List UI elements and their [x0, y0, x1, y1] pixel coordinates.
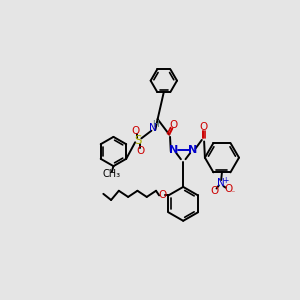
Text: CH₃: CH₃: [103, 169, 121, 179]
Text: O: O: [199, 122, 208, 132]
Text: H: H: [152, 120, 159, 129]
Text: N: N: [149, 123, 157, 134]
Text: O: O: [169, 119, 177, 130]
Text: +: +: [223, 176, 229, 184]
Text: O: O: [210, 186, 218, 196]
Text: N: N: [169, 145, 178, 155]
Text: N: N: [217, 178, 224, 188]
Text: N: N: [188, 145, 197, 155]
Text: ⁻: ⁻: [231, 188, 235, 197]
Text: O: O: [132, 126, 140, 136]
Text: S: S: [135, 134, 142, 147]
Text: O: O: [158, 190, 166, 200]
Text: O: O: [136, 146, 145, 156]
Text: O: O: [224, 184, 232, 194]
